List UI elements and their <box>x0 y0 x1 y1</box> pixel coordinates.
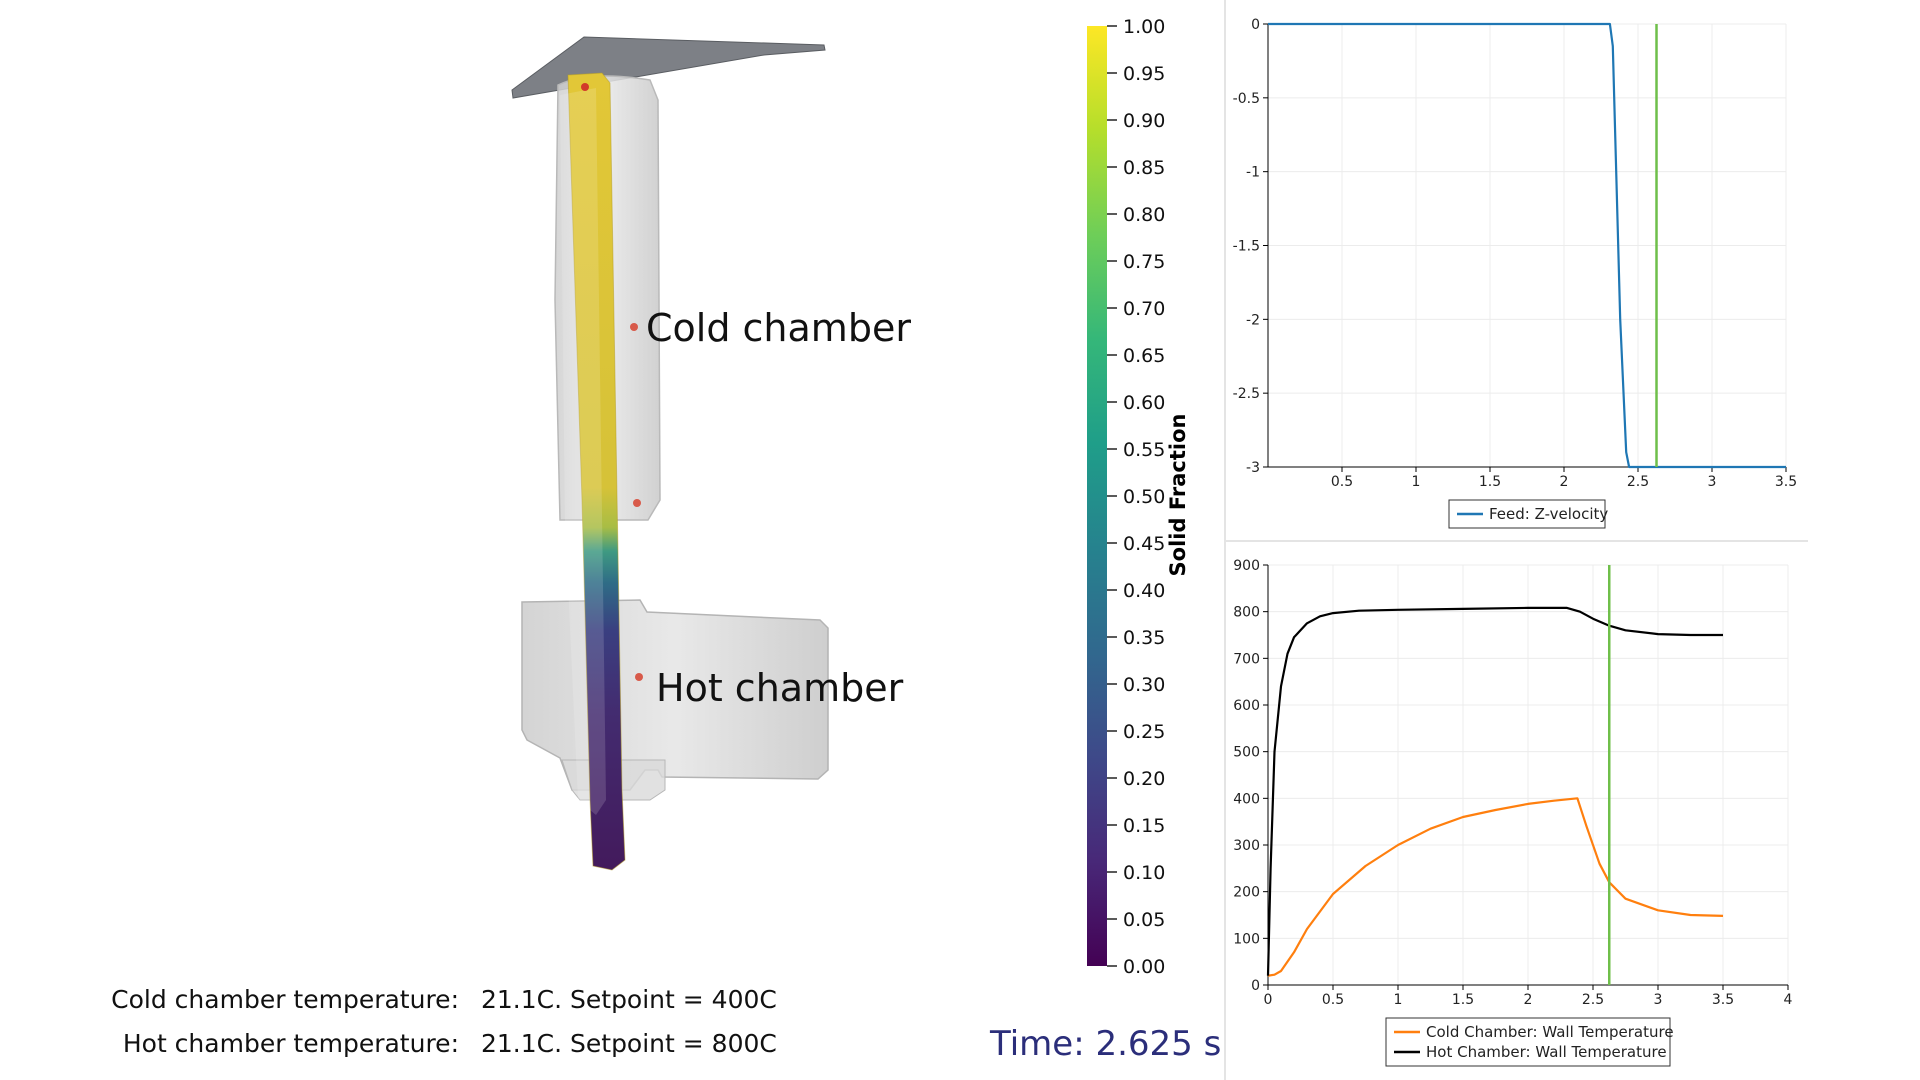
y-tick-label: -0.5 <box>1233 91 1260 107</box>
hot-temp-readout: Hot chamber temperature: 21.1C. Setpoint … <box>4 1029 777 1058</box>
legend-box <box>1385 1017 1671 1067</box>
x-tick-label: 4 <box>1784 992 1793 1008</box>
cold-temp-label: Cold chamber temperature: <box>111 985 459 1014</box>
x-tick-label: 2.5 <box>1582 992 1604 1008</box>
probe-point-cold <box>630 323 638 331</box>
x-tick-label: 3.5 <box>1775 474 1797 490</box>
probe-point-top <box>581 83 589 91</box>
colorbar-tick-label: 0.70 <box>1123 298 1165 320</box>
colorbar-tick-label: 0.00 <box>1123 956 1165 978</box>
temperature-chart[interactable]: 0 0.5 1 1.5 2 2.5 3 3.5 4 0 100 200 300 400 500 600 700 8… <box>1228 544 1812 1080</box>
x-tick-label: 1 <box>1394 992 1403 1008</box>
hot-chamber-label: Hot chamber <box>656 666 904 710</box>
x-tick-label: 1 <box>1412 474 1421 490</box>
velocity-chart[interactable]: 0.5 1 1.5 2 2.5 3 3.5 0 -0.5 -1 -1.5 -2 -2.5 -3 Feed: … <box>1228 0 1812 540</box>
y-tick-label: -2 <box>1246 312 1260 328</box>
time-readout: Time: 2.625 s <box>990 1024 1222 1064</box>
feed-rod <box>567 72 626 871</box>
chart-grid <box>1267 564 1789 986</box>
y-tick-label: 200 <box>1233 885 1260 901</box>
chart-legend: Feed: Z-velocity <box>1448 499 1608 529</box>
x-tick-label: 3 <box>1708 474 1717 490</box>
colorbar-title: Solid Fraction <box>1166 414 1190 577</box>
cold-temp-readout: Cold chamber temperature: 21.1C. Setpoint… <box>4 985 777 1014</box>
probe-point-hot <box>635 673 643 681</box>
colorbar-tick-label: 0.30 <box>1123 674 1165 696</box>
y-tick-label: -2.5 <box>1233 386 1260 402</box>
y-tick-label: 100 <box>1233 931 1260 947</box>
y-tick-label: -1.5 <box>1233 239 1260 255</box>
colorbar-tick-label: 0.95 <box>1123 63 1165 85</box>
hot-temp-label: Hot chamber temperature: <box>122 1029 459 1058</box>
x-tick-label: 2 <box>1524 992 1533 1008</box>
x-tick-label: 3 <box>1654 992 1663 1008</box>
colorbar-tick-label: 0.85 <box>1123 157 1165 179</box>
x-tick-label: 0.5 <box>1322 992 1344 1008</box>
colorbar-ticks: 1.00 0.95 0.90 0.85 0.80 0.75 0.70 0.65 0.60 0.55… <box>1107 16 1165 978</box>
colorbar-tick-label: 0.25 <box>1123 721 1165 743</box>
pane-separator-horizontal <box>1226 540 1808 542</box>
colorbar-tick-label: 1.00 <box>1123 16 1165 38</box>
colorbar-tick-label: 0.15 <box>1123 815 1165 837</box>
probe-point-mid <box>633 499 641 507</box>
colorbar: 1.00 0.95 0.90 0.85 0.80 0.75 0.70 0.65 0.60 0.55… <box>1087 16 1190 978</box>
colorbar-tick-label: 0.10 <box>1123 862 1165 884</box>
cold-chamber-label: Cold chamber <box>646 306 911 350</box>
y-tick-label: 300 <box>1233 838 1260 854</box>
chart-legend: Cold Chamber: Wall Temperature Hot Chambe… <box>1385 1017 1674 1067</box>
colorbar-tick-label: 0.05 <box>1123 909 1165 931</box>
colorbar-tick-label: 0.75 <box>1123 251 1165 273</box>
colorbar-tick-label: 0.20 <box>1123 768 1165 790</box>
y-tick-label: 700 <box>1233 651 1260 667</box>
series-line <box>1267 797 1724 977</box>
colorbar-tick-label: 0.65 <box>1123 345 1165 367</box>
colorbar-tick-label: 0.40 <box>1123 580 1165 602</box>
y-tick-label: -1 <box>1246 165 1260 181</box>
y-tick-label: 800 <box>1233 605 1260 621</box>
cold-temp-value: 21.1C. Setpoint = 400C <box>481 985 777 1014</box>
y-tick-label: 0 <box>1251 978 1260 994</box>
pane-separator-vertical <box>1224 0 1226 1080</box>
colorbar-tick-label: 0.55 <box>1123 439 1165 461</box>
outer-shell-overlay <box>560 88 606 815</box>
colorbar-tick-label: 0.35 <box>1123 627 1165 649</box>
colorbar-tick-label: 0.45 <box>1123 533 1165 555</box>
colorbar-tick-label: 0.90 <box>1123 110 1165 132</box>
x-tick-label: 1.5 <box>1452 992 1474 1008</box>
y-tick-label: 900 <box>1233 558 1260 574</box>
hot-temp-value: 21.1C. Setpoint = 800C <box>481 1029 777 1058</box>
colorbar-tick-label: 0.60 <box>1123 392 1165 414</box>
x-tick-label: 2 <box>1560 474 1569 490</box>
x-tick-label: 3.5 <box>1712 992 1734 1008</box>
x-tick-label: 0 <box>1264 992 1273 1008</box>
series-line <box>1266 606 1723 976</box>
colorbar-tick-label: 0.80 <box>1123 204 1165 226</box>
legend-label: Feed: Z-velocity <box>1489 505 1608 523</box>
series-line <box>1268 22 1786 469</box>
legend-label: Cold Chamber: Wall Temperature <box>1426 1023 1674 1041</box>
colorbar-tick-label: 0.50 <box>1123 486 1165 508</box>
x-tick-label: 1.5 <box>1479 474 1501 490</box>
y-tick-label: -3 <box>1246 460 1260 476</box>
y-tick-label: 600 <box>1233 698 1260 714</box>
colorbar-swatch <box>1087 26 1107 966</box>
3d-viewport[interactable] <box>0 0 1080 960</box>
x-tick-label: 0.5 <box>1331 474 1353 490</box>
y-tick-label: 400 <box>1233 791 1260 807</box>
y-tick-label: 500 <box>1233 745 1260 761</box>
y-tick-label: 0 <box>1251 17 1260 33</box>
x-tick-label: 2.5 <box>1627 474 1649 490</box>
chart-grid <box>1268 23 1787 468</box>
legend-label: Hot Chamber: Wall Temperature <box>1426 1043 1667 1061</box>
